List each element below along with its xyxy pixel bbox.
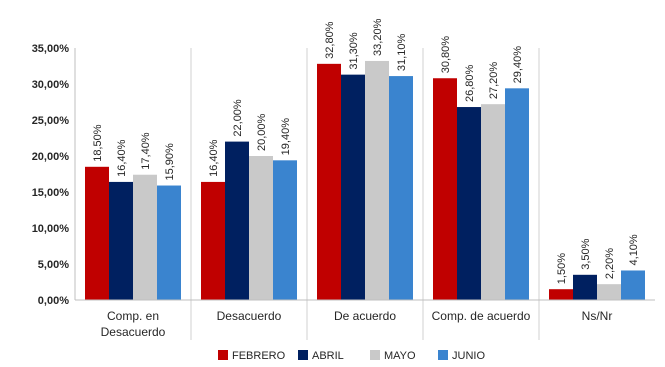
bar [457, 107, 481, 300]
data-labels: 18,50% 16,40% 17,40% 15,90% 16,40% 22,00% 20,0… [92, 18, 640, 284]
bar [597, 284, 621, 300]
legend-swatch [438, 350, 448, 360]
category-separators [190, 48, 540, 340]
legend-entry: JUNIO [452, 350, 485, 362]
bars [85, 60, 645, 301]
data-label: 26,80% [464, 65, 476, 103]
y-tick-label: 10,00% [32, 223, 70, 235]
data-label: 27,20% [488, 62, 500, 100]
data-label: 2,20% [604, 248, 616, 279]
data-label: 3,50% [580, 238, 592, 269]
bar [201, 181, 225, 300]
legend-swatch [370, 350, 380, 360]
data-label: 15,90% [164, 143, 176, 181]
bar [573, 274, 597, 300]
y-axis: 0,00% 5,00% 10,00% 15,00% 20,00% 25,00% 30,00%… [32, 43, 76, 307]
bar [317, 63, 341, 301]
y-tick-label: 0,00% [38, 295, 69, 307]
bar [341, 74, 365, 300]
legend-entry: FEBRERO [232, 350, 286, 362]
data-label: 29,40% [512, 46, 524, 84]
data-label: 4,10% [628, 234, 640, 265]
x-tick-label: Desacuerdo [217, 309, 282, 323]
y-tick-label: 5,00% [38, 259, 69, 271]
y-tick-label: 35,00% [32, 43, 70, 55]
bar [621, 270, 645, 300]
data-label: 31,10% [396, 34, 408, 72]
bar [249, 156, 273, 300]
legend-entry: MAYO [384, 350, 416, 362]
data-label: 16,40% [208, 139, 220, 177]
legend-swatch [218, 350, 228, 360]
x-tick-label: Comp. de acuerdo [432, 309, 531, 323]
data-label: 19,40% [280, 118, 292, 156]
bar [549, 289, 573, 300]
x-tick-label: De acuerdo [334, 309, 396, 323]
bar [133, 174, 157, 300]
legend-swatch [298, 350, 308, 360]
x-tick-label: Desacuerdo [101, 325, 166, 339]
legend-entry: ABRIL [312, 350, 344, 362]
data-label: 30,80% [440, 36, 452, 74]
bar [389, 76, 413, 300]
data-label: 33,20% [372, 18, 384, 56]
y-tick-label: 25,00% [32, 115, 70, 127]
legend: FEBRERO ABRIL MAYO JUNIO [218, 350, 485, 362]
data-label: 20,00% [256, 113, 268, 151]
bar [365, 60, 389, 301]
data-label: 17,40% [140, 132, 152, 170]
bar [505, 88, 529, 300]
data-label: 18,50% [92, 124, 104, 162]
bar [85, 166, 109, 300]
bar [481, 104, 505, 300]
y-tick-label: 20,00% [32, 151, 70, 163]
data-label: 22,00% [232, 99, 244, 137]
y-tick-label: 30,00% [32, 79, 70, 91]
data-label: 31,30% [348, 32, 360, 70]
bar [273, 160, 297, 300]
data-label: 16,40% [116, 139, 128, 177]
y-tick-label: 15,00% [32, 187, 70, 199]
bar [109, 181, 133, 300]
x-tick-label: Comp. en [107, 309, 159, 323]
bar [225, 141, 249, 300]
x-axis: Comp. en Desacuerdo Desacuerdo De acuerdo Co… [75, 299, 655, 339]
bar [433, 78, 457, 301]
bar [157, 185, 181, 300]
data-label: 32,80% [324, 21, 336, 59]
data-label: 1,50% [556, 253, 568, 284]
x-tick-label: Ns/Nr [582, 309, 613, 323]
